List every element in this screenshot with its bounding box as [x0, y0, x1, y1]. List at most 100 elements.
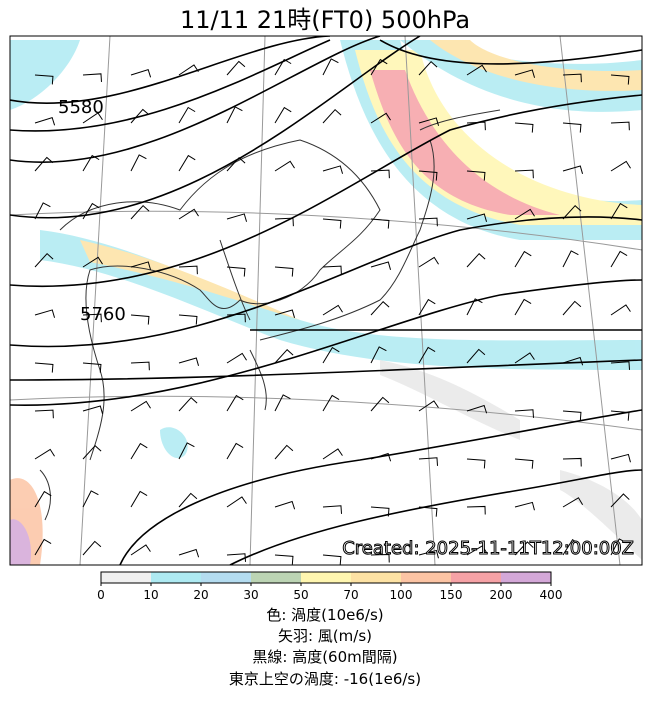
wind-barb	[370, 346, 387, 364]
wind-barbs	[34, 58, 631, 565]
colorbar-segment	[351, 572, 401, 583]
wind-barb	[274, 554, 294, 565]
colorbar-tick-label: 10	[143, 588, 158, 602]
wind-barb	[514, 409, 535, 418]
wind-barb	[34, 538, 52, 556]
wind-barb	[610, 361, 631, 370]
wind-barb	[322, 394, 340, 412]
wind-barb	[82, 313, 102, 323]
wind-barb	[226, 394, 244, 412]
wind-barb	[82, 540, 102, 556]
wind-barb	[82, 362, 102, 373]
legend-line: 東京上空の渦度: -16(1e6/s)	[229, 670, 421, 688]
wind-barb	[82, 112, 103, 124]
colorbar-segment	[251, 572, 301, 583]
wind-barb	[226, 60, 246, 76]
colorbar-segment	[501, 572, 551, 583]
wind-barb	[562, 457, 582, 467]
wind-barb	[562, 122, 582, 133]
wind-barb	[130, 261, 152, 270]
wind-barb	[322, 304, 343, 316]
wind-barb	[418, 117, 440, 126]
wind-barb	[82, 405, 104, 414]
wind-barb	[130, 544, 151, 556]
wind-barb	[130, 400, 151, 412]
wind-barb	[130, 361, 150, 371]
wind-barb	[514, 298, 532, 316]
map-frame	[9, 35, 643, 566]
wind-barb	[322, 265, 342, 275]
wind-barb	[130, 442, 148, 460]
wind-barb	[418, 298, 436, 316]
wind-barb	[418, 457, 439, 466]
legend-line: 矢羽: 風(m/s)	[278, 627, 372, 645]
wind-barb	[466, 298, 483, 316]
wind-barb	[178, 442, 195, 460]
contour-label: 5580	[58, 97, 104, 118]
wind-barb	[274, 266, 294, 277]
wind-barb	[226, 352, 247, 364]
wind-barb	[274, 394, 291, 412]
wind-barb	[370, 218, 390, 229]
wind-barb	[178, 265, 198, 275]
wind-barb	[418, 256, 439, 268]
wind-barb	[34, 309, 56, 318]
created-stamp: Created: 2025-11-11T12:00:00Z	[342, 538, 634, 559]
wind-barb	[274, 500, 296, 510]
wind-barb	[34, 409, 54, 419]
wind-barb	[562, 300, 582, 316]
wind-barb	[226, 313, 246, 323]
wind-barb	[562, 410, 582, 421]
wind-barb	[178, 64, 199, 76]
wind-barb	[130, 154, 147, 172]
wind-barb	[466, 121, 486, 131]
wind-barb	[178, 357, 200, 366]
wind-barb	[82, 202, 100, 220]
wind-barb	[322, 165, 344, 174]
colorbar-tick-label: 50	[293, 588, 308, 602]
wind-barb	[322, 505, 343, 514]
colorbar-tick-label: 0	[97, 588, 105, 602]
wind-barb	[274, 444, 294, 460]
wind-barb	[562, 165, 584, 174]
wind-barb	[562, 73, 582, 83]
wind-barb	[274, 309, 296, 318]
wind-barb	[322, 218, 342, 229]
wind-barb	[82, 444, 102, 460]
wind-barb	[178, 396, 198, 412]
wind-barb	[370, 58, 388, 76]
colorbar: 0 10 20 30 50 70 100 150 200 400	[97, 571, 562, 602]
wind-barb	[418, 506, 438, 517]
wind-barb	[610, 410, 630, 421]
wind-barb	[370, 452, 392, 462]
wind-barb	[418, 549, 439, 559]
wind-barb	[514, 122, 534, 133]
wind-barb	[322, 448, 343, 460]
wind-barb	[514, 352, 535, 364]
colorbar-segment	[101, 572, 151, 583]
wind-barb	[178, 314, 198, 325]
wind-barb	[562, 356, 584, 366]
colorbar-tick-label: 150	[440, 588, 463, 602]
wind-barb	[34, 74, 54, 85]
wind-barb	[418, 346, 436, 364]
colorbar-tick-label: 30	[243, 588, 258, 602]
wind-barb	[562, 250, 579, 268]
legend-line: 色: 渦度(10e6/s)	[266, 606, 383, 624]
wind-barb	[466, 213, 488, 222]
wind-barb	[466, 404, 488, 414]
wind-barb	[610, 250, 628, 268]
wind-barb	[514, 69, 536, 78]
wind-barb	[418, 60, 438, 76]
wind-barb	[226, 553, 247, 562]
wind-barb	[610, 304, 631, 316]
wind-barb	[610, 121, 630, 131]
wind-barb	[514, 501, 535, 511]
colorbar-segment	[151, 572, 201, 583]
wind-barb	[466, 64, 487, 76]
wind-barb	[322, 58, 339, 76]
colorbar-segment	[451, 572, 501, 583]
coastline	[39, 109, 501, 521]
wind-barb	[562, 539, 580, 556]
